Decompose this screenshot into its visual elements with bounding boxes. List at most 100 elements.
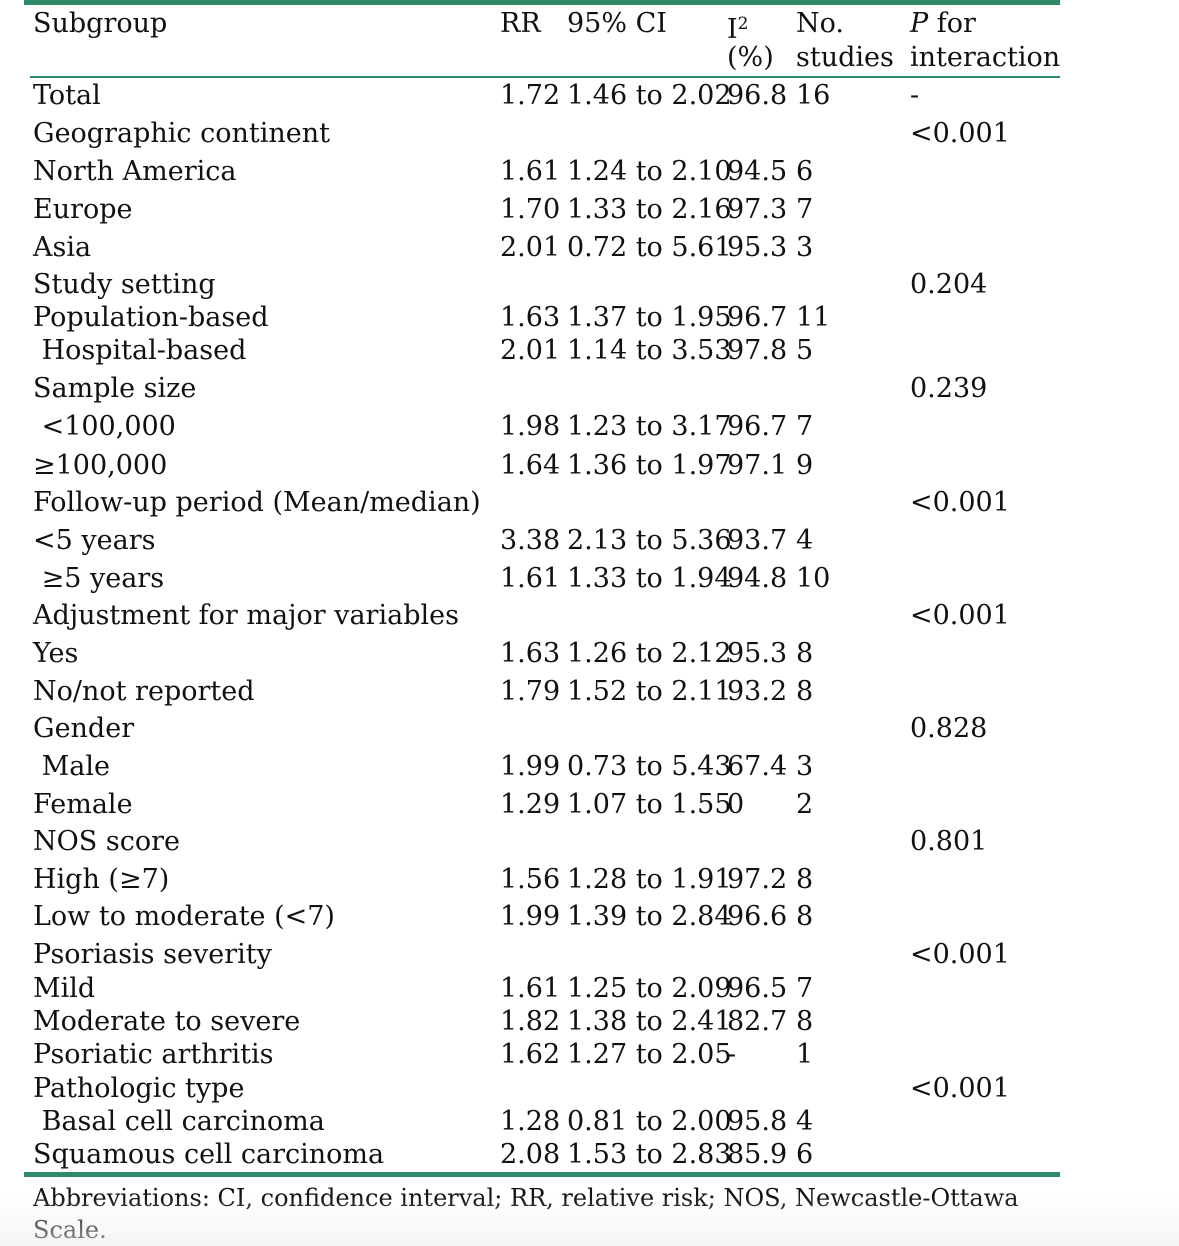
row-studies: 1 <box>796 1039 814 1070</box>
row-i2: 96.6 <box>727 901 788 932</box>
table-top-rule <box>24 0 1060 5</box>
row-label: Study setting <box>33 269 216 300</box>
row-i2: 97.1 <box>727 450 788 481</box>
row-studies: 6 <box>796 156 814 187</box>
header-ci: 95% CI <box>567 8 667 39</box>
row-ci: 2.13 to 5.36 <box>567 525 732 556</box>
row-label: Europe <box>33 194 133 225</box>
row-ci: 1.23 to 3.17 <box>567 411 732 442</box>
row-label: <100,000 <box>33 411 176 442</box>
row-label: Gender <box>33 713 135 744</box>
row-ci: 1.33 to 1.94 <box>567 563 732 594</box>
row-ci: 1.24 to 2.10 <box>567 156 732 187</box>
row-studies: 4 <box>796 525 814 556</box>
row-i2: - <box>727 1039 737 1070</box>
row-p-interaction: - <box>910 80 920 111</box>
row-ci: 1.36 to 1.97 <box>567 450 732 481</box>
row-ci: 1.46 to 2.02 <box>567 80 732 111</box>
row-i2: 97.2 <box>727 864 788 895</box>
row-label: Moderate to severe <box>33 1006 301 1037</box>
row-studies: 3 <box>796 751 814 782</box>
row-rr: 1.29 <box>500 789 561 820</box>
row-label: Geographic continent <box>33 118 330 149</box>
row-studies: 7 <box>796 194 814 225</box>
row-i2: 97.8 <box>727 335 788 366</box>
row-i2: 95.3 <box>727 232 788 263</box>
row-rr: 2.01 <box>500 335 561 366</box>
row-i2: 96.5 <box>727 973 788 1004</box>
row-ci: 1.53 to 2.83 <box>567 1139 732 1170</box>
row-rr: 2.01 <box>500 232 561 263</box>
row-label: Sample size <box>33 373 197 404</box>
row-label: ≥100,000 <box>33 450 168 481</box>
row-label: High (≥7) <box>33 864 170 895</box>
row-rr: 1.61 <box>500 156 561 187</box>
row-label: Pathologic type <box>33 1073 245 1104</box>
row-label: Low to moderate (<7) <box>33 901 335 932</box>
header-subgroup: Subgroup <box>33 8 168 39</box>
row-p-interaction: <0.001 <box>910 1073 1010 1104</box>
row-rr: 1.79 <box>500 676 561 707</box>
row-studies: 10 <box>796 563 831 594</box>
row-studies: 11 <box>796 302 831 333</box>
row-label: Female <box>33 789 133 820</box>
row-label: ≥5 years <box>33 563 165 594</box>
row-rr: 1.61 <box>500 563 561 594</box>
row-studies: 3 <box>796 232 814 263</box>
row-p-interaction: <0.001 <box>910 939 1010 970</box>
row-ci: 1.38 to 2.41 <box>567 1006 732 1037</box>
row-rr: 2.08 <box>500 1139 561 1170</box>
row-i2: 0 <box>727 789 745 820</box>
row-rr: 1.63 <box>500 638 561 669</box>
row-rr: 1.99 <box>500 751 561 782</box>
row-rr: 1.72 <box>500 80 561 111</box>
row-studies: 6 <box>796 1139 814 1170</box>
header-no: No. <box>796 8 844 39</box>
row-i2: 93.2 <box>727 676 788 707</box>
header-p-for: for <box>928 8 976 39</box>
header-i2: I2 <box>727 8 749 46</box>
row-i2: 94.5 <box>727 156 788 187</box>
row-studies: 8 <box>796 676 814 707</box>
header-interaction: interaction <box>910 42 1061 73</box>
row-ci: 1.39 to 2.84 <box>567 901 732 932</box>
row-label: Population-based <box>33 302 269 333</box>
header-i2-base: I <box>727 14 738 45</box>
row-label: Male <box>33 751 110 782</box>
row-label: Mild <box>33 973 96 1004</box>
row-ci: 1.52 to 2.11 <box>567 676 732 707</box>
row-p-interaction: <0.001 <box>910 487 1010 518</box>
row-i2: 82.7 <box>727 1006 788 1037</box>
row-p-interaction: 0.239 <box>910 373 988 404</box>
row-label: Squamous cell carcinoma <box>33 1139 385 1170</box>
row-studies: 16 <box>796 80 831 111</box>
row-rr: 3.38 <box>500 525 561 556</box>
row-studies: 7 <box>796 973 814 1004</box>
table-bottom-rule <box>24 1172 1060 1177</box>
row-studies: 9 <box>796 450 814 481</box>
header-p: P for <box>910 8 976 40</box>
row-i2: 97.3 <box>727 194 788 225</box>
row-studies: 7 <box>796 411 814 442</box>
row-i2: 95.8 <box>727 1106 788 1137</box>
row-i2: 93.7 <box>727 525 788 556</box>
row-i2: 96.8 <box>727 80 788 111</box>
row-studies: 8 <box>796 638 814 669</box>
header-p-italic: P <box>910 8 929 39</box>
row-label: North America <box>33 156 237 187</box>
row-rr: 1.62 <box>500 1039 561 1070</box>
row-studies: 2 <box>796 789 814 820</box>
header-i2-superscript: 2 <box>737 14 749 34</box>
row-studies: 5 <box>796 335 814 366</box>
row-label: NOS score <box>33 826 180 857</box>
row-i2: 85.9 <box>727 1139 788 1170</box>
row-label: Total <box>33 80 101 111</box>
row-ci: 1.37 to 1.95 <box>567 302 732 333</box>
row-ci: 1.07 to 1.55 <box>567 789 732 820</box>
row-studies: 4 <box>796 1106 814 1137</box>
row-label: Hospital-based <box>33 335 247 366</box>
header-studies: studies <box>796 42 894 73</box>
row-p-interaction: <0.001 <box>910 118 1010 149</box>
row-ci: 1.26 to 2.12 <box>567 638 732 669</box>
